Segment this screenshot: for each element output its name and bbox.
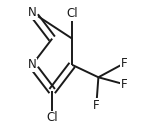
Text: F: F	[121, 57, 127, 70]
Text: Cl: Cl	[46, 112, 58, 124]
Text: Cl: Cl	[66, 7, 78, 20]
Text: F: F	[121, 78, 127, 91]
Text: N: N	[28, 58, 36, 71]
Text: N: N	[28, 6, 36, 19]
Text: F: F	[93, 99, 100, 112]
